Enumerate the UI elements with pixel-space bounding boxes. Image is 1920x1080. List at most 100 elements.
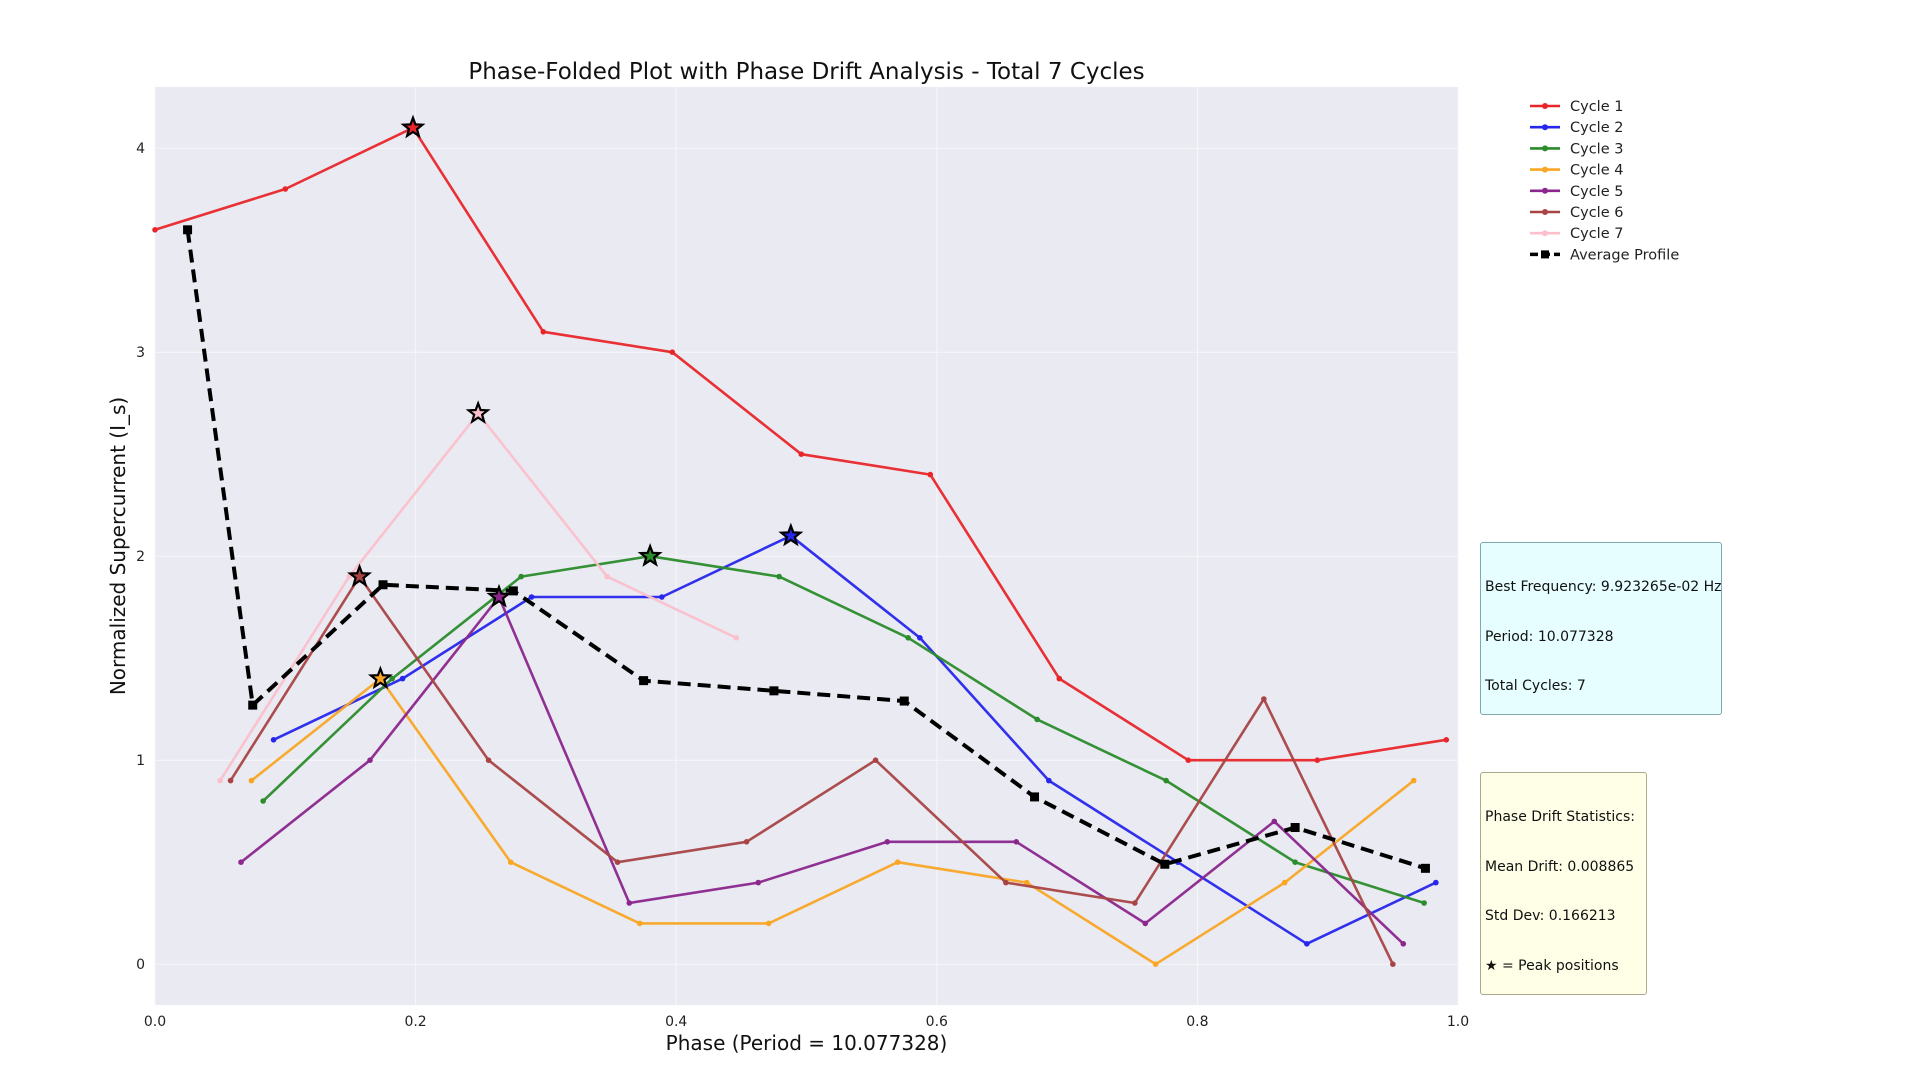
- data-point: [183, 225, 193, 235]
- peak-star-icon: [637, 543, 663, 567]
- data-point: [1304, 941, 1310, 947]
- period-text: Period: 10.077328: [1485, 628, 1614, 645]
- y-tick-label: 3: [136, 345, 145, 361]
- data-point: [884, 839, 891, 845]
- series-line: [250, 677, 1415, 966]
- data-point: [1420, 863, 1430, 873]
- data-point: [776, 573, 782, 580]
- peak-markers: [347, 114, 804, 690]
- legend-label: Cycle 5: [1570, 184, 1623, 200]
- data-point: [743, 839, 750, 845]
- legend-item-cycle-3: Cycle 3: [1530, 141, 1623, 157]
- data-point: [659, 594, 665, 600]
- data-point: [604, 573, 610, 580]
- data-point: [733, 635, 739, 641]
- drift-stats-heading: Phase Drift Statistics:: [1485, 809, 1636, 825]
- legend-label: Cycle 7: [1570, 226, 1623, 242]
- data-point: [755, 879, 762, 886]
- data-point: [248, 700, 258, 710]
- series-line: [262, 554, 1425, 905]
- peak-star-icon: [486, 583, 512, 608]
- legend-item-cycle-1: Cycle 1: [1530, 99, 1623, 115]
- legend-swatch-marker: [1542, 187, 1548, 194]
- data-point: [282, 186, 289, 192]
- series-average-profile: [183, 225, 1430, 873]
- x-axis-ticks: 0.0 0.2 0.4 0.6 0.8 1.0: [144, 1014, 1469, 1030]
- y-tick-label: 2: [136, 549, 145, 565]
- legend-item-cycle-4: Cycle 4: [1530, 163, 1623, 179]
- legend-swatch-marker: [1542, 145, 1548, 152]
- data-point: [1003, 879, 1009, 886]
- data-point: [872, 757, 879, 763]
- legend-item-cycle-2: Cycle 2: [1530, 120, 1623, 136]
- x-axis-title: Phase (Period = 10.077328): [666, 1031, 948, 1055]
- peak-legend-text: ★ = Peak positions: [1485, 957, 1619, 974]
- legend-item-cycle-5: Cycle 5: [1530, 184, 1623, 200]
- legend-label: Average Profile: [1570, 247, 1679, 263]
- data-point: [270, 737, 277, 743]
- drift-stats-box: Phase Drift Statistics: Mean Drift: 0.00…: [1480, 772, 1647, 995]
- peak-star-icon: [347, 563, 373, 588]
- data-point: [1030, 792, 1040, 802]
- data-point: [152, 227, 158, 233]
- data-point: [765, 920, 772, 927]
- y-tick-label: 4: [136, 141, 145, 157]
- legend: Cycle 1 Cycle 2 Cycle 3 Cycle 4 Cycle 5 Cycle…: [1530, 99, 1679, 263]
- x-tick-label: 0.8: [1186, 1014, 1208, 1030]
- peak-star-icon: [400, 114, 426, 139]
- data-point: [1132, 900, 1138, 906]
- y-tick-label: 0: [136, 957, 145, 973]
- data-point: [508, 586, 518, 596]
- legend-item-cycle-6: Cycle 6: [1530, 205, 1623, 221]
- legend-swatch-marker: [1542, 103, 1548, 109]
- std-dev-text: Std Dev: 0.166213: [1485, 908, 1616, 924]
- data-point: [1261, 696, 1267, 702]
- data-point: [528, 594, 535, 600]
- chart-title: Phase-Folded Plot with Phase Drift Analy…: [468, 59, 1144, 85]
- data-point: [1013, 839, 1020, 845]
- total-cycles-text: Total Cycles: 7: [1485, 678, 1586, 694]
- legend-label: Cycle 6: [1570, 205, 1623, 221]
- mean-drift-text: Mean Drift: 0.008865: [1485, 858, 1635, 875]
- legend-swatch-marker: [1542, 124, 1548, 131]
- legend-swatch-marker: [1542, 166, 1548, 173]
- data-point: [669, 349, 676, 356]
- data-point: [227, 777, 234, 784]
- data-point: [1034, 716, 1040, 723]
- best-frequency-text: Best Frequency: 9.923265e-02 Hz: [1485, 579, 1722, 595]
- y-axis-ticks: 0 1 2 3 4: [136, 141, 145, 973]
- data-point: [507, 859, 514, 865]
- series-cycle-1: [152, 125, 1450, 763]
- data-point: [248, 777, 255, 784]
- data-point: [1421, 900, 1427, 906]
- peak-star-icon: [778, 522, 804, 547]
- data-point: [1314, 757, 1321, 763]
- x-tick-label: 1.0: [1447, 1014, 1469, 1030]
- data-point: [899, 696, 909, 706]
- data-point: [1281, 879, 1288, 886]
- x-tick-label: 0.4: [665, 1014, 687, 1030]
- data-point: [905, 635, 911, 641]
- series-cycle-6: [227, 573, 1396, 967]
- x-tick-label: 0.0: [144, 1014, 166, 1030]
- data-point: [1433, 879, 1439, 886]
- frequency-info-box: Best Frequency: 9.923265e-02 Hz Period: …: [1480, 542, 1722, 715]
- data-point: [518, 573, 524, 580]
- data-point: [769, 686, 779, 696]
- data-point: [260, 798, 266, 804]
- series-line: [229, 575, 1395, 965]
- y-axis-title: Normalized Supercurrent (I_s): [106, 397, 130, 695]
- legend-swatch-marker: [1542, 209, 1548, 215]
- legend-item-average-profile: Average Profile: [1530, 247, 1679, 263]
- data-point: [1163, 777, 1169, 784]
- legend-label: Cycle 4: [1570, 163, 1623, 179]
- data-point: [1390, 961, 1396, 967]
- data-point: [389, 675, 395, 682]
- peak-star-icon: [367, 665, 393, 690]
- data-point: [1160, 859, 1170, 869]
- data-point: [1046, 777, 1052, 784]
- data-point: [1290, 823, 1300, 833]
- series-line: [185, 229, 1427, 871]
- legend-swatch-marker: [1541, 250, 1549, 259]
- series-lines: [152, 125, 1450, 967]
